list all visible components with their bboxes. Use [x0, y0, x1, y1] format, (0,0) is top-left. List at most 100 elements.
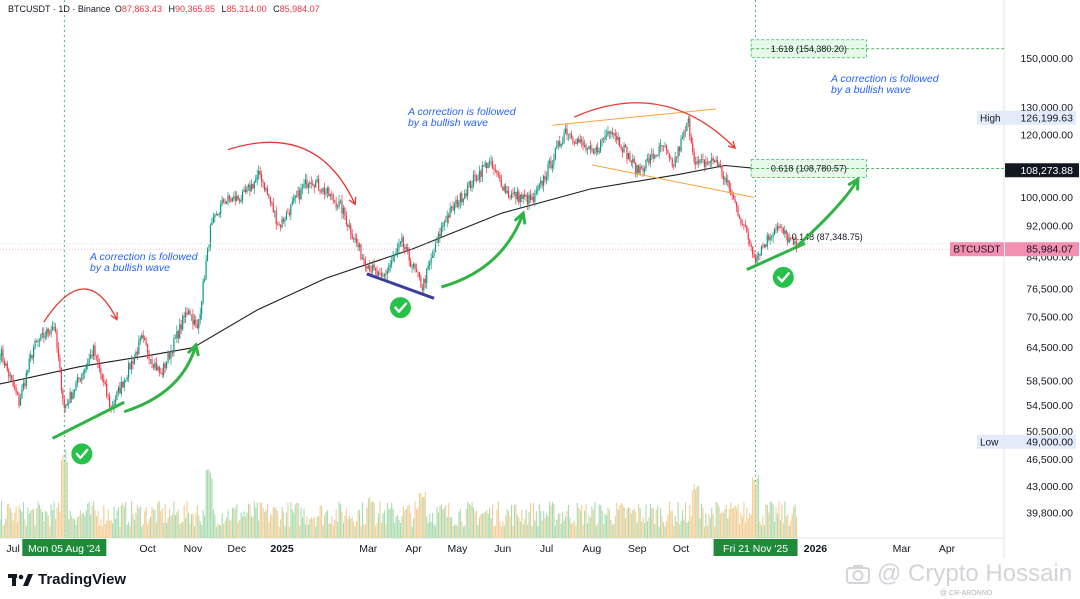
- x-tick-label: Mar: [893, 543, 912, 555]
- volume-bar: [40, 509, 42, 538]
- y-tick-label: 120,000.00: [1020, 130, 1073, 142]
- candle-body: [62, 389, 64, 400]
- volume-bar: [193, 526, 195, 538]
- close-label: C: [273, 4, 280, 14]
- volume-bar: [645, 504, 647, 538]
- volume-bar: [454, 524, 456, 538]
- volume-bar: [97, 510, 99, 538]
- candle-body: [164, 363, 166, 368]
- volume-bar: [361, 502, 364, 538]
- volume-bar: [689, 505, 691, 538]
- candle-body: [624, 144, 627, 147]
- volume-bar: [658, 526, 660, 538]
- volume-bar: [262, 508, 264, 538]
- volume-bar: [247, 503, 250, 538]
- candle-body: [315, 181, 317, 188]
- candle-body: [464, 193, 466, 199]
- y-tick-label: 100,000.00: [1020, 192, 1073, 204]
- tradingview-logo[interactable]: TradingView: [8, 571, 126, 588]
- candle-body: [734, 199, 736, 203]
- volume-bar: [795, 517, 798, 538]
- candle-body: [300, 188, 302, 200]
- candle-body: [54, 327, 57, 332]
- candle-body: [778, 226, 780, 229]
- volume-bar: [312, 518, 314, 538]
- volume-bar: [378, 513, 380, 538]
- candle-body: [395, 252, 397, 255]
- candle-body: [569, 133, 571, 135]
- volume-bar: [540, 510, 542, 538]
- volume-bar: [544, 517, 546, 538]
- candle-body: [217, 213, 219, 215]
- candle-body: [787, 234, 789, 243]
- candle-body: [120, 381, 122, 394]
- volume-bar: [284, 525, 286, 538]
- candle-body: [107, 395, 109, 397]
- candle-body: [610, 131, 612, 134]
- volume-bar: [47, 515, 49, 538]
- annotation-1-line2: by a bullish wave: [90, 262, 170, 274]
- candle-body: [366, 266, 368, 269]
- candle-body: [272, 203, 274, 212]
- candle-body: [33, 347, 35, 358]
- candle-body: [180, 324, 182, 330]
- candle-body: [256, 174, 258, 180]
- candle-body: [221, 199, 223, 205]
- volume-bar: [474, 512, 476, 538]
- volume-bar: [624, 518, 627, 538]
- volume-bar: [459, 509, 461, 538]
- volume-bar: [366, 507, 368, 538]
- volume-bar: [18, 505, 20, 538]
- candle-body: [690, 136, 692, 143]
- fib-label: 0.618 (108,780.57): [771, 164, 847, 174]
- volume-bar: [100, 519, 102, 538]
- candle-body: [92, 345, 95, 357]
- volume-bar: [794, 504, 796, 538]
- candle-body: [535, 191, 537, 194]
- candle-body: [2, 349, 4, 361]
- check-icon: [389, 297, 411, 319]
- volume-bar: [113, 507, 115, 538]
- candle-body: [496, 169, 498, 174]
- volume-bar: [5, 518, 7, 538]
- volume-bar: [715, 501, 717, 538]
- candle-body: [436, 241, 438, 243]
- volume-bar: [522, 524, 524, 538]
- volume-bar: [588, 515, 590, 538]
- candle-body: [686, 123, 688, 132]
- candle-body: [331, 194, 333, 196]
- candle-body: [240, 200, 242, 202]
- candle-body: [79, 379, 81, 381]
- candle-body: [187, 310, 190, 314]
- candle-body: [538, 183, 540, 189]
- volume-bar: [120, 505, 122, 538]
- volume-bar: [576, 502, 578, 538]
- candle-body: [502, 187, 504, 191]
- candle-body: [408, 250, 410, 261]
- candle-body: [224, 202, 226, 204]
- candle-body: [448, 215, 450, 218]
- volume-bar: [611, 524, 613, 538]
- volume-bar: [258, 520, 260, 538]
- volume-bar: [360, 526, 362, 538]
- volume-bar: [119, 526, 121, 538]
- volume-bar: [202, 510, 204, 538]
- candle-body: [152, 364, 155, 368]
- candle-body: [377, 272, 380, 276]
- candle-body: [266, 188, 269, 194]
- last-price-box: [1005, 242, 1079, 257]
- volume-bar: [432, 513, 434, 538]
- x-tick-label: 2025: [270, 543, 294, 555]
- volume-bar: [285, 512, 288, 538]
- volume-bar: [17, 522, 19, 538]
- candle-body: [319, 189, 321, 192]
- candle-body: [414, 263, 416, 269]
- volume-bar: [414, 501, 416, 538]
- volume-bar: [416, 509, 418, 538]
- volume-bar: [597, 523, 599, 538]
- candle-body: [380, 273, 383, 277]
- candle-body: [303, 184, 305, 188]
- candle-body: [646, 158, 649, 160]
- volume-bar: [351, 516, 353, 538]
